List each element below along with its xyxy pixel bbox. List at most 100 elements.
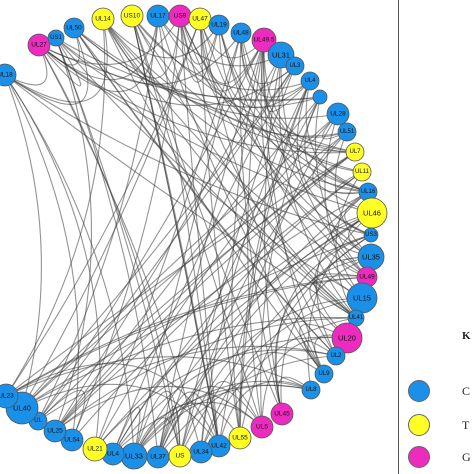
legend-item-c: C (408, 380, 474, 404)
network-edge (199, 18, 265, 84)
node-circle (326, 102, 350, 126)
node-circle (331, 322, 363, 354)
network-node: UL9 (314, 364, 334, 384)
network-edge (278, 54, 357, 319)
network-edge (5, 18, 201, 397)
network-edge (4, 44, 48, 86)
node-label: UL40 (13, 404, 31, 413)
network-edge (21, 383, 220, 447)
network-node: UL3 (285, 56, 305, 76)
network-node: UL25 (43, 419, 67, 443)
node-label: UL16 (361, 189, 376, 195)
node-circle (345, 142, 365, 162)
network-edge (131, 15, 263, 428)
node-label: UL49.5 (254, 37, 275, 44)
network-node: US (168, 444, 192, 468)
node-circle (301, 380, 321, 400)
legend-swatch-yellow (408, 414, 430, 436)
network-edge (5, 276, 368, 397)
network-node: UL28 (326, 102, 350, 126)
network-node: UL45 (270, 402, 294, 426)
network-node: UL55 (228, 426, 252, 450)
node-label: US (175, 453, 185, 460)
node-label: UL31 (272, 51, 290, 60)
network-edge (37, 345, 337, 422)
node-label: UL23 (0, 393, 14, 400)
node-label: UL (34, 418, 42, 424)
network-node: US3 (363, 227, 379, 243)
node-circle (63, 17, 85, 39)
network-edge (4, 18, 108, 103)
node-label: UL35 (362, 253, 380, 262)
network-edge (55, 37, 181, 457)
node-circle (251, 27, 277, 53)
node-label: UL51 (340, 129, 355, 135)
network-edge (199, 18, 241, 439)
network-node: UL11 (352, 162, 372, 182)
node-label: UL19 (211, 22, 227, 29)
node-circle (312, 89, 328, 105)
network-edge (5, 363, 220, 447)
node-circle (250, 415, 274, 439)
network-edge (5, 151, 356, 397)
network-edge (55, 37, 296, 107)
network-edge (131, 15, 220, 447)
legend-heading: K (462, 330, 471, 342)
network-edge (4, 74, 372, 236)
node-circle (27, 33, 51, 57)
network-edge (112, 212, 373, 455)
network-edge (4, 74, 79, 441)
network-node: US9 (168, 4, 192, 28)
network-edge (157, 391, 220, 458)
network-edge (157, 15, 220, 447)
network-node: UL16 (358, 182, 378, 202)
network-edge (38, 37, 82, 87)
node-label: UL48 (233, 30, 249, 37)
node-label: UL42 (211, 443, 227, 450)
legend-swatch-blue (408, 380, 430, 402)
network-edge (94, 212, 373, 450)
network-edge (37, 15, 159, 422)
node-label: UL17 (150, 13, 166, 20)
node-label: UL49 (359, 274, 375, 281)
node-circle (230, 22, 252, 44)
network-node: UL18 (0, 63, 17, 87)
network-edge (200, 381, 263, 453)
node-label: US10 (124, 13, 141, 20)
node-label: UL27 (31, 42, 47, 49)
network-edge (179, 15, 220, 83)
network-edge (94, 32, 242, 450)
node-circle (43, 419, 67, 443)
network-edge (157, 386, 263, 458)
node-circle (300, 71, 320, 91)
network-node (312, 89, 328, 105)
network-edge (54, 385, 263, 432)
node-circle (0, 383, 19, 409)
node-label: UL54 (64, 437, 80, 444)
network-node: UL2 (326, 346, 346, 366)
node-label: UL33 (125, 452, 143, 461)
network-edge (38, 27, 80, 66)
node-circle (82, 436, 108, 462)
network-edge (37, 39, 265, 422)
network-node: UL46 (356, 197, 388, 229)
node-label: UL4 (304, 78, 316, 84)
network-edge (4, 74, 135, 457)
network-edge (131, 15, 311, 91)
network-edge (102, 18, 356, 153)
node-label: UL50 (66, 25, 82, 32)
network-edge (133, 380, 312, 457)
network-node: UL5 (250, 415, 274, 439)
network-edge (218, 380, 312, 447)
node-label: UL45 (274, 411, 290, 418)
network-edge (73, 27, 337, 357)
network-edge (179, 234, 372, 457)
node-label: UL3 (289, 63, 301, 69)
network-node: UL49.5 (251, 27, 277, 53)
node-circle (270, 402, 294, 426)
network-node: US10 (120, 4, 144, 28)
network-edge (38, 44, 356, 154)
network-edge (54, 151, 356, 432)
node-label: UL47 (192, 16, 208, 23)
network-node: US1 (47, 29, 65, 47)
